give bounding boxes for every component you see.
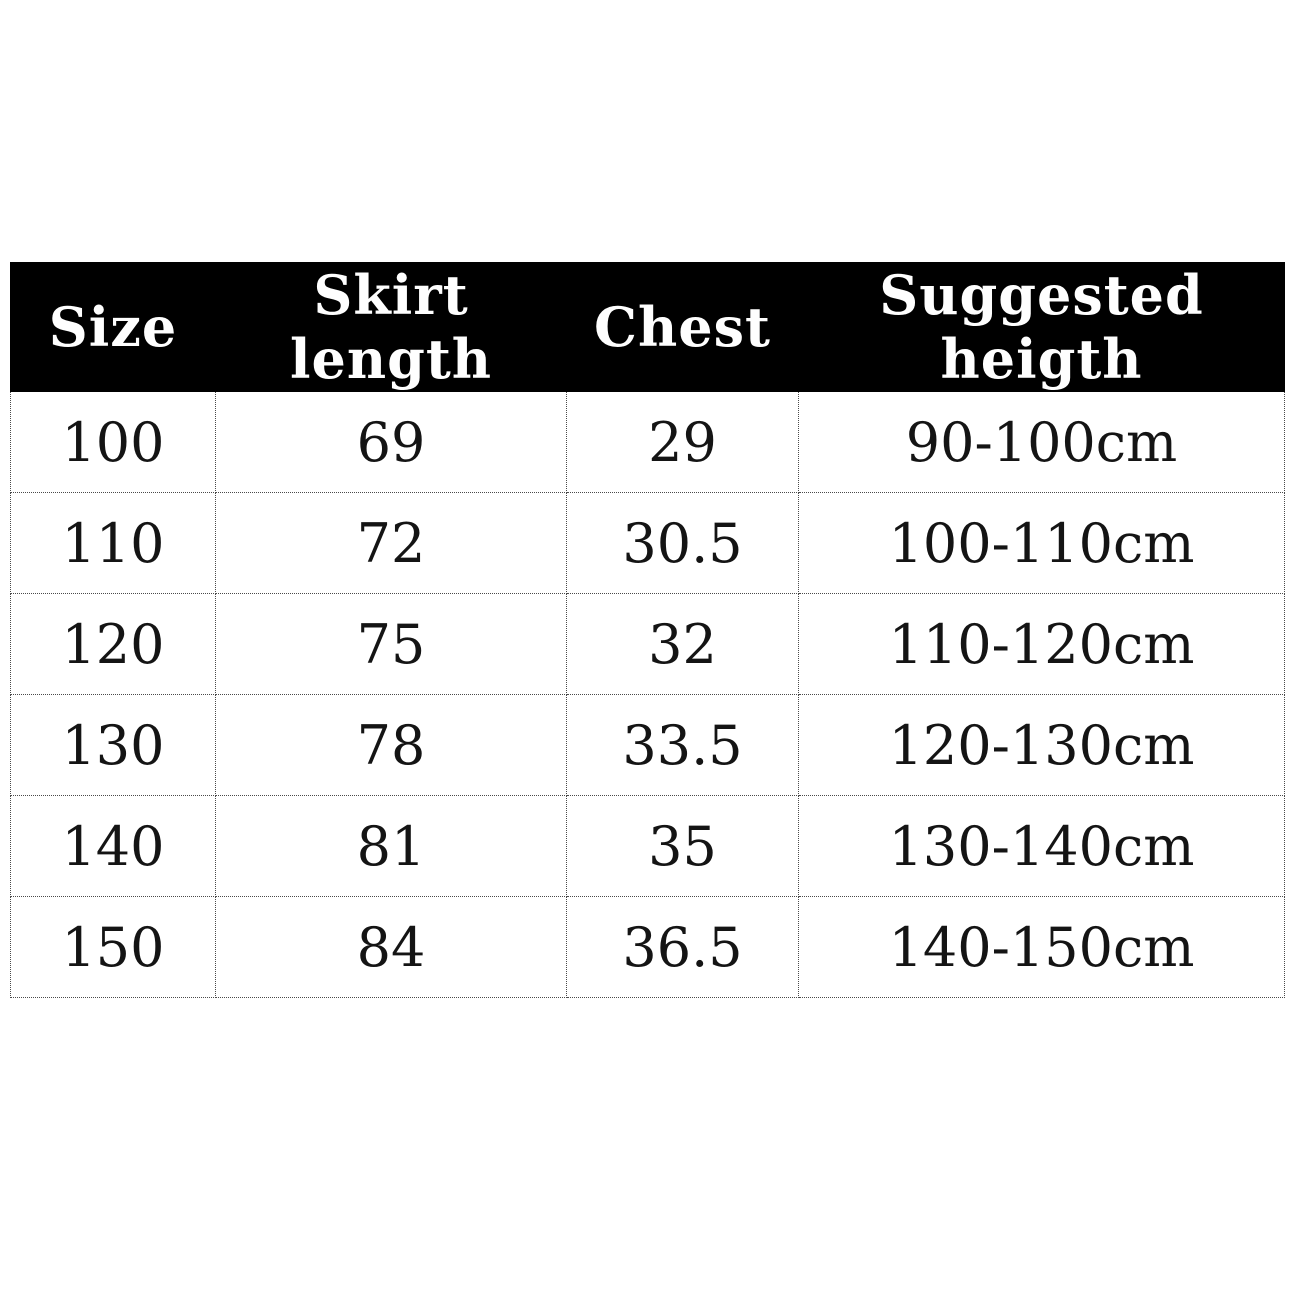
table-row: 100 69 29 90-100cm [10, 391, 1285, 493]
cell-size: 150 [10, 896, 216, 998]
table-header: Size Skirt length Chest Suggested heigth [10, 262, 1285, 392]
table-row: 120 75 32 110-120cm [10, 593, 1285, 695]
cell-skirt-length: 69 [215, 391, 567, 493]
cell-skirt-length: 78 [215, 694, 567, 796]
cell-chest: 35 [566, 795, 799, 897]
cell-suggested-height: 110-120cm [798, 593, 1285, 695]
cell-chest: 29 [566, 391, 799, 493]
cell-size: 140 [10, 795, 216, 897]
table-row: 130 78 33.5 120-130cm [10, 694, 1285, 796]
cell-suggested-height: 100-110cm [798, 492, 1285, 594]
size-chart-table: Size Skirt length Chest Suggested heigth… [10, 262, 1285, 998]
header-cell-suggested-height: Suggested heigth [798, 262, 1285, 392]
cell-size: 130 [10, 694, 216, 796]
cell-skirt-length: 84 [215, 896, 567, 998]
header-cell-chest: Chest [566, 262, 799, 392]
header-cell-skirt-length: Skirt length [215, 262, 567, 392]
cell-suggested-height: 130-140cm [798, 795, 1285, 897]
cell-skirt-length: 81 [215, 795, 567, 897]
table-row: 110 72 30.5 100-110cm [10, 492, 1285, 594]
header-row: Size Skirt length Chest Suggested heigth [10, 262, 1285, 392]
cell-chest: 33.5 [566, 694, 799, 796]
cell-suggested-height: 120-130cm [798, 694, 1285, 796]
header-cell-size: Size [10, 262, 216, 392]
table-row: 140 81 35 130-140cm [10, 795, 1285, 897]
cell-skirt-length: 75 [215, 593, 567, 695]
cell-suggested-height: 140-150cm [798, 896, 1285, 998]
table-row: 150 84 36.5 140-150cm [10, 896, 1285, 998]
cell-suggested-height: 90-100cm [798, 391, 1285, 493]
cell-size: 120 [10, 593, 216, 695]
cell-size: 100 [10, 391, 216, 493]
cell-skirt-length: 72 [215, 492, 567, 594]
cell-chest: 36.5 [566, 896, 799, 998]
cell-size: 110 [10, 492, 216, 594]
cell-chest: 32 [566, 593, 799, 695]
cell-chest: 30.5 [566, 492, 799, 594]
table-body: 100 69 29 90-100cm 110 72 30.5 100-110cm… [10, 391, 1285, 998]
